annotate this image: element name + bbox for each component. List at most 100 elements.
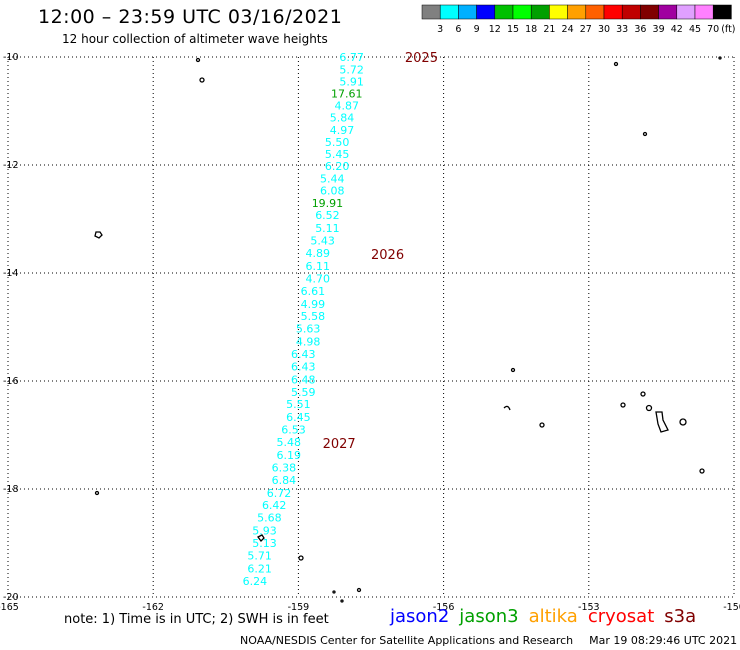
legend-label: 33 <box>616 24 628 35</box>
island-outline <box>298 555 304 561</box>
lon-tick-label: -165 <box>0 602 19 613</box>
wave-height-value: 5.71 <box>247 549 272 562</box>
wave-height-value: 19.91 <box>312 197 344 210</box>
satellite-name: s3a <box>664 606 697 627</box>
wave-height-value: 4.98 <box>296 336 321 349</box>
legend-label: 39 <box>653 24 665 35</box>
island-outline <box>332 590 336 594</box>
wave-height-value: 5.91 <box>339 75 364 88</box>
legend-label: 27 <box>580 24 592 35</box>
wave-height-value: 6.48 <box>291 373 316 386</box>
wave-height-value: 5.45 <box>325 148 350 161</box>
island-outlines <box>94 56 722 603</box>
island-outline <box>356 587 362 593</box>
wave-height-value: 5.51 <box>286 398 311 411</box>
wave-height-value: 6.52 <box>315 209 340 222</box>
wave-height-value: 5.13 <box>252 537 277 550</box>
map-grid: -165 -162 -159 -156 -153 -150 -10 -12 -14 -16 -18 -… <box>0 52 740 613</box>
wave-height-value: 6.61 <box>301 285 326 298</box>
wave-height-value: 5.11 <box>315 222 340 235</box>
wave-height-value: 6.20 <box>325 160 350 173</box>
wave-height-value: 5.63 <box>296 323 321 336</box>
lon-tick-label: -153 <box>578 602 600 613</box>
island-outline <box>195 57 201 63</box>
satellite-name: jason2 <box>390 606 450 627</box>
island-outline <box>699 468 705 474</box>
lat-tick-label: -16 <box>3 376 19 387</box>
island-outline <box>94 490 100 496</box>
wave-height-value: 4.70 <box>306 272 331 285</box>
island-outline <box>503 405 511 411</box>
legend-label: 70 <box>707 24 719 35</box>
satellite-name: jason3 <box>459 606 519 627</box>
island-outline <box>620 402 626 408</box>
wave-height-value: 6.38 <box>272 461 297 474</box>
legend-label: 15 <box>507 24 519 35</box>
legend-label: 9 <box>474 24 480 35</box>
satellite-legend: jason2 jason3 altika cryosat s3a <box>390 606 706 627</box>
credit-text: NOAA/NESDIS Center for Satellite Applica… <box>240 634 574 647</box>
island-outline <box>199 77 205 83</box>
wave-height-value: 5.68 <box>257 512 282 525</box>
wave-height-value: 6.19 <box>276 449 301 462</box>
lat-tick-label: -10 <box>3 52 19 63</box>
legend-label: 6 <box>455 24 461 35</box>
lat-tick-label: -18 <box>3 484 19 495</box>
footer-credit: NOAA/NESDIS Center for Satellite Applica… <box>240 634 737 647</box>
legend-label: 30 <box>598 24 610 35</box>
wave-height-value: 5.48 <box>276 436 301 449</box>
island-outline <box>645 404 653 412</box>
page-title: 12:00 – 23:59 UTC 03/16/2021 <box>38 6 343 28</box>
wave-height-value: 5.44 <box>320 173 345 186</box>
wave-height-value: 6.53 <box>281 424 306 437</box>
altimeter-track: 6.775.725.9117.614.875.844.975.505.456.2… <box>243 51 364 588</box>
legend-label: 3 <box>437 24 443 35</box>
legend-label: 24 <box>562 24 574 35</box>
island-outline <box>510 367 516 373</box>
lat-tick-label: -20 <box>3 592 19 603</box>
legend-label: 45 <box>689 24 701 35</box>
wave-height-value: 6.77 <box>339 51 364 64</box>
wave-height-value: 6.43 <box>291 348 316 361</box>
island-outline <box>640 391 646 397</box>
credit-timestamp: Mar 19 08:29:46 UTC 2021 <box>589 634 738 647</box>
wave-height-value: 6.21 <box>247 562 272 575</box>
island-outline <box>539 422 545 428</box>
time-label: 2025 <box>405 51 438 66</box>
wave-height-value: 4.89 <box>306 247 331 260</box>
wave-height-value: 6.43 <box>291 360 316 373</box>
island-outline <box>94 231 103 239</box>
wave-height-value: 6.45 <box>286 411 311 424</box>
lat-tick-label: -12 <box>3 160 19 171</box>
island-outline <box>655 411 669 433</box>
legend-label: 21 <box>543 24 555 35</box>
wave-height-value: 5.50 <box>325 136 350 149</box>
page-subtitle: 12 hour collection of altimeter wave hei… <box>62 32 328 46</box>
wave-height-value: 6.42 <box>262 499 287 512</box>
wave-height-value: 6.72 <box>267 487 292 500</box>
wave-height-value: 5.59 <box>291 386 316 399</box>
wave-height-value: 6.24 <box>243 575 268 588</box>
wave-height-value: 4.87 <box>335 100 360 113</box>
time-label: 2027 <box>323 437 356 452</box>
wave-height-value: 6.11 <box>306 260 331 273</box>
island-outline <box>679 418 687 426</box>
footer-note: note: 1) Time is in UTC; 2) SWH is in fe… <box>64 612 329 627</box>
wave-height-value: 5.93 <box>252 525 277 538</box>
satellite-name: altika <box>528 606 578 627</box>
lon-tick-label: -162 <box>142 602 164 613</box>
lat-tick-label: -14 <box>3 268 19 279</box>
legend-label: 18 <box>525 24 537 35</box>
wave-height-value: 5.84 <box>330 111 355 124</box>
wave-height-value: 4.97 <box>330 124 355 137</box>
time-label: 2026 <box>371 248 404 263</box>
island-outline <box>642 131 648 137</box>
color-legend: 3 6 9 12 15 18 21 24 27 30 33 36 39 42 45 70 (ft) <box>421 4 736 35</box>
legend-label: 42 <box>671 24 683 35</box>
island-outline <box>718 56 722 60</box>
time-markers: 2025 2026 2027 <box>323 51 438 452</box>
wave-height-value: 5.43 <box>310 235 335 248</box>
legend-label: 36 <box>634 24 646 35</box>
wave-height-value: 17.61 <box>331 88 363 101</box>
